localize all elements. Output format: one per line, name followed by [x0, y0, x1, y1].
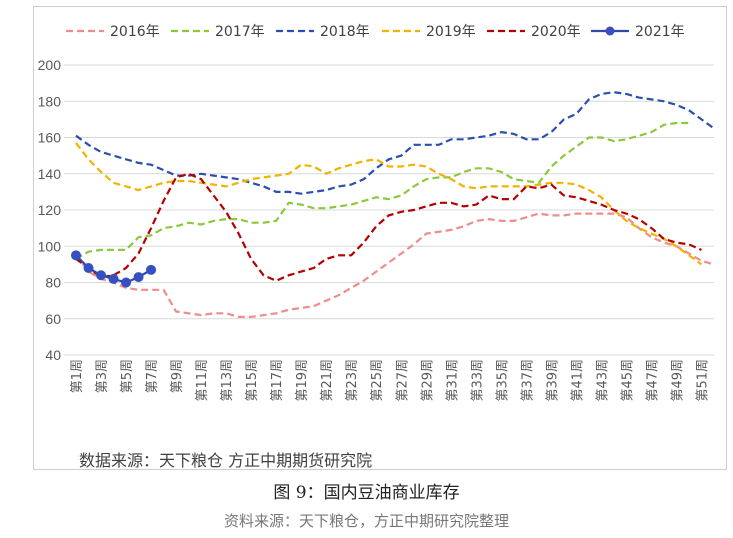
- series-line-2019年: [75, 142, 703, 266]
- legend-label: 2019年: [426, 24, 476, 40]
- legend-label: 2017年: [215, 24, 265, 40]
- chart-data-source: 数据来源：天下粮仓 方正中期期货研究院: [79, 451, 373, 470]
- x-tick-label: 第25周: [370, 359, 385, 402]
- legend-item: 2020年: [487, 24, 581, 40]
- x-tick-label: 第19周: [295, 359, 310, 402]
- x-tick-label: 第51周: [695, 359, 710, 402]
- legend-label: 2021年: [635, 24, 685, 40]
- series-line-2018年: [75, 91, 715, 195]
- data-point: [133, 272, 144, 283]
- y-tick-label: 60: [45, 311, 61, 327]
- x-tick-label: 第39周: [545, 359, 560, 402]
- x-tick-label: 第47周: [645, 359, 660, 402]
- legend-label: 2018年: [320, 24, 370, 40]
- x-tick-label: 第43周: [595, 359, 610, 402]
- x-tick-label: 第7周: [145, 359, 160, 393]
- x-tick-label: 第45周: [620, 359, 635, 402]
- x-tick-label: 第41周: [570, 359, 585, 402]
- x-tick-label: 第29周: [420, 359, 435, 402]
- axes: 406080100120140160180200第1周 第3周 第5周 第7周 第9周第…: [38, 57, 711, 402]
- y-tick-label: 200: [38, 57, 62, 73]
- data-point: [71, 250, 81, 261]
- legend-item: 2018年: [276, 24, 370, 40]
- figure-source-note: 资料来源：天下粮仓，方正中期研究院整理: [223, 512, 509, 530]
- x-tick-label: 第49周: [670, 359, 685, 402]
- x-tick-label: 第35周: [495, 359, 510, 402]
- x-tick-label: 第33周: [470, 359, 485, 402]
- legend-marker: [605, 26, 615, 36]
- legend-item: 2016年: [66, 24, 160, 40]
- x-tick-label: 第11周: [195, 359, 210, 402]
- series-line-2016年: [75, 212, 715, 318]
- y-tick-label: 180: [38, 93, 62, 109]
- x-tick-label: 第23周: [345, 359, 360, 402]
- data-point: [121, 277, 132, 288]
- legend-label: 2016年: [110, 24, 160, 40]
- x-tick-label: 第27周: [395, 359, 410, 402]
- x-tick-label: 第31周: [445, 359, 460, 402]
- legend-label: 2020年: [531, 24, 581, 40]
- data-point: [83, 263, 94, 273]
- legend-item: 2021年: [591, 24, 685, 40]
- x-tick-label: 第9周: [170, 359, 185, 393]
- x-tick-label: 第13周: [220, 359, 235, 402]
- line-chart: 406080100120140160180200第1周 第3周 第5周 第7周 第9周第…: [38, 24, 715, 402]
- x-tick-label: 第21周: [320, 359, 335, 402]
- data-point: [146, 264, 157, 275]
- y-tick-label: 80: [45, 275, 61, 291]
- legend-item: 2019年: [382, 24, 476, 40]
- legend-item: 2017年: [171, 24, 265, 40]
- chart-frame: 40 60 80 100 120 140 160 180 200 第1周 第3周 第5周 第7周 第9周第…: [33, 6, 727, 470]
- data-point: [96, 270, 107, 281]
- x-tick-label: 第17周: [270, 359, 285, 402]
- y-tick-label: 40: [45, 347, 61, 363]
- figure-caption: 图 9：国内豆油商业库存: [273, 483, 460, 503]
- series-line-2017年: [75, 121, 689, 260]
- legend: 2016年 2017年 2018年 2019年 2020年 2021年: [66, 24, 685, 40]
- x-tick-label: 第15周: [245, 359, 260, 402]
- series-lines: [71, 91, 715, 318]
- data-point: [108, 273, 119, 284]
- y-tick-label: 120: [38, 202, 62, 218]
- series-line-2020年: [75, 172, 702, 282]
- y-tick-label: 160: [38, 130, 62, 146]
- x-tick-label: 第1周: [70, 359, 85, 393]
- y-tick-label: 140: [38, 166, 62, 182]
- x-tick-label: 第37周: [520, 359, 535, 402]
- y-tick-label: 100: [38, 238, 62, 254]
- x-tick-label: 第3周: [95, 359, 110, 393]
- x-tick-label: 第5周: [120, 359, 135, 393]
